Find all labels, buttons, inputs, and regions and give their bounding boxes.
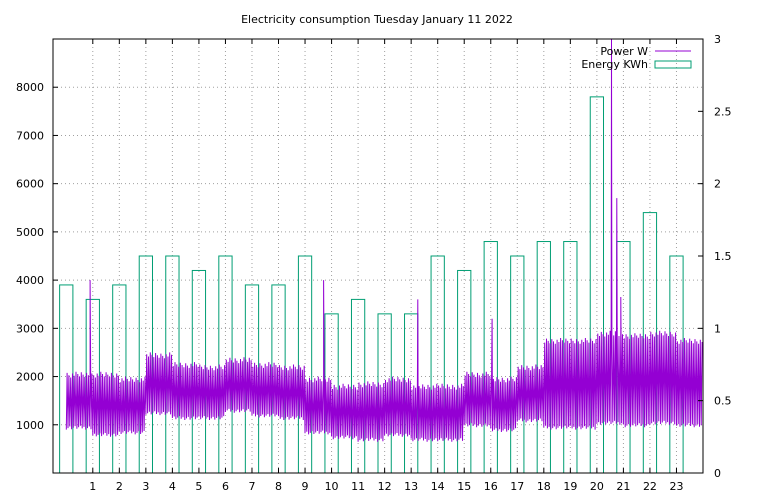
x-tick-label: 6 bbox=[222, 480, 229, 493]
y-right-tick-label: 1.5 bbox=[714, 250, 732, 263]
power-line-group bbox=[65, 38, 703, 442]
x-tick-label: 17 bbox=[510, 480, 524, 493]
x-tick-label: 5 bbox=[195, 480, 202, 493]
y-right-tick-label: 1 bbox=[714, 322, 721, 335]
y-right-tick-label: 2.5 bbox=[714, 105, 732, 118]
y-right-tick-label: 3 bbox=[714, 33, 721, 46]
x-tick-label: 20 bbox=[590, 480, 604, 493]
legend-swatch-energy bbox=[654, 60, 692, 69]
x-tick-label: 23 bbox=[669, 480, 683, 493]
y-left-tick-label: 2000 bbox=[16, 371, 44, 384]
x-tick-label: 12 bbox=[378, 480, 392, 493]
x-tick-label: 13 bbox=[404, 480, 418, 493]
x-tick-label: 1 bbox=[89, 480, 96, 493]
x-tick-label: 3 bbox=[142, 480, 149, 493]
y-right-tick-label: 0.5 bbox=[714, 395, 732, 408]
x-tick-label: 4 bbox=[169, 480, 176, 493]
x-tick-label: 18 bbox=[537, 480, 551, 493]
chart-title: Electricity consumption Tuesday January … bbox=[241, 13, 513, 26]
x-tick-label: 15 bbox=[457, 480, 471, 493]
legend: Power W Energy KWh bbox=[581, 45, 692, 71]
y-left-tick-label: 6000 bbox=[16, 178, 44, 191]
y-left-tick-label: 7000 bbox=[16, 129, 44, 142]
x-tick-label: 21 bbox=[616, 480, 630, 493]
y-left-tick-label: 8000 bbox=[16, 81, 44, 94]
x-tick-label: 9 bbox=[302, 480, 309, 493]
x-tick-label: 11 bbox=[351, 480, 365, 493]
x-tick-label: 22 bbox=[643, 480, 657, 493]
energy-bar bbox=[510, 255, 525, 474]
x-tick-label: 8 bbox=[275, 480, 282, 493]
axes: 1 2 3 4 5 6 7 8 9 10 11 12 13 14 15 16 17 18 19 20 21 22 23100… bbox=[16, 33, 732, 493]
y-left-tick-label: 1000 bbox=[16, 419, 44, 432]
x-tick-label: 19 bbox=[563, 480, 577, 493]
x-tick-label: 14 bbox=[431, 480, 445, 493]
y-right-tick-label: 0 bbox=[714, 467, 721, 480]
legend-label-power: Power W bbox=[600, 45, 648, 58]
y-left-tick-label: 4000 bbox=[16, 274, 44, 287]
legend-label-energy: Energy KWh bbox=[581, 58, 648, 71]
x-tick-label: 16 bbox=[484, 480, 498, 493]
energy-bar bbox=[297, 255, 313, 474]
x-tick-label: 10 bbox=[325, 480, 339, 493]
y-right-tick-label: 2 bbox=[714, 178, 721, 191]
y-left-tick-label: 3000 bbox=[16, 322, 44, 335]
power-line bbox=[65, 38, 703, 442]
energy-bar bbox=[483, 241, 498, 474]
x-tick-label: 7 bbox=[248, 480, 255, 493]
y-left-tick-label: 5000 bbox=[16, 226, 44, 239]
x-tick-label: 2 bbox=[116, 480, 123, 493]
